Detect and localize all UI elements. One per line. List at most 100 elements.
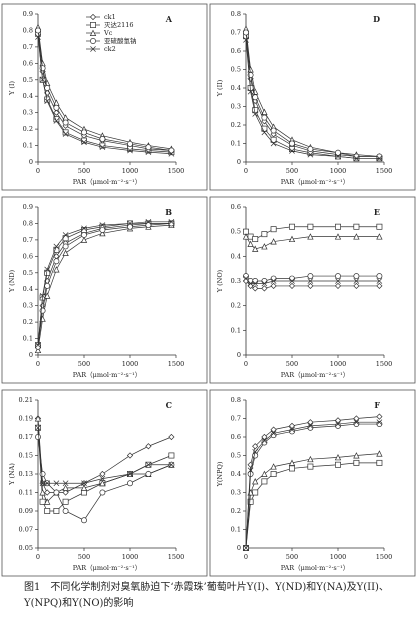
series-line <box>245 32 380 157</box>
marker <box>376 421 383 427</box>
y-tick-label: 0.7 <box>231 29 241 37</box>
y-tick-label: 0.4 <box>231 84 241 92</box>
y-tick-label: 0.19 <box>19 415 33 423</box>
marker <box>376 273 383 280</box>
marker <box>335 149 341 156</box>
panel-frame <box>209 389 416 577</box>
x-axis-title: PAR（μmol·m⁻²·s⁻¹） <box>73 564 141 572</box>
marker <box>35 27 41 34</box>
x-axis-title: PAR（μmol·m⁻²·s⁻¹） <box>73 178 141 186</box>
y-tick-label: 0.8 <box>231 10 241 18</box>
x-tick-label: 1000 <box>122 553 139 561</box>
legend-label: Vc <box>103 29 113 37</box>
marker <box>353 452 360 459</box>
y-tick-label: 0.4 <box>23 92 33 100</box>
x-tick-label: 500 <box>286 167 298 175</box>
marker <box>39 471 46 477</box>
marker <box>353 153 360 160</box>
y-tick-label: 0.1 <box>23 335 33 343</box>
marker <box>44 282 51 289</box>
marker <box>127 140 133 147</box>
x-tick-label: 1000 <box>330 553 347 561</box>
legend-marker <box>90 46 96 52</box>
marker <box>261 437 268 444</box>
y-tick-label: 0.8 <box>23 219 33 227</box>
marker <box>252 94 259 101</box>
x-tick-label: 1000 <box>122 167 139 175</box>
y-axis-title: Y (II) <box>216 79 224 97</box>
y-tick-label: 0 <box>237 544 241 552</box>
marker <box>62 131 69 137</box>
marker <box>353 273 360 280</box>
marker <box>35 342 41 348</box>
y-tick-label: 0.3 <box>231 489 241 497</box>
panel-label: D <box>373 14 380 24</box>
marker <box>353 155 360 162</box>
x-tick-label: 0 <box>244 167 248 175</box>
marker <box>252 111 259 117</box>
y-tick-label: 0.6 <box>23 252 33 260</box>
y-axis-title: Y (I) <box>8 81 16 96</box>
y-tick-label: 0.1 <box>231 326 241 334</box>
marker <box>335 278 341 284</box>
y-tick-label: 0.4 <box>231 470 241 478</box>
marker <box>34 415 42 422</box>
marker <box>307 463 314 470</box>
marker <box>168 150 175 157</box>
marker <box>168 452 175 459</box>
marker <box>353 419 360 426</box>
marker <box>288 282 296 290</box>
y-tick-label: 0.2 <box>231 121 241 129</box>
y-tick-label: 0.7 <box>23 43 33 51</box>
marker <box>145 443 152 450</box>
marker <box>335 153 341 160</box>
marker <box>81 232 87 238</box>
y-tick-label: 0.6 <box>231 203 241 211</box>
marker <box>270 238 277 245</box>
legend-marker <box>90 38 96 44</box>
marker <box>353 459 360 466</box>
marker <box>243 273 249 280</box>
marker <box>53 109 60 116</box>
x-axis-title: PAR（μmol·m⁻²·s⁻¹） <box>281 371 349 379</box>
marker <box>62 119 69 126</box>
marker <box>243 275 249 282</box>
series-line <box>37 418 172 503</box>
marker <box>243 545 249 551</box>
x-tick-label: 0 <box>244 553 248 561</box>
y-tick-label: 0.3 <box>231 277 241 285</box>
marker <box>376 459 383 466</box>
marker <box>99 479 106 487</box>
x-tick-label: 1000 <box>122 360 139 368</box>
marker <box>307 282 314 290</box>
series-line <box>245 423 380 549</box>
y-tick-label: 0.1 <box>231 526 241 534</box>
marker <box>44 498 51 505</box>
marker <box>53 243 60 250</box>
marker <box>168 218 175 225</box>
marker <box>252 97 259 105</box>
y-tick-label: 0.5 <box>231 66 241 74</box>
marker <box>252 448 259 455</box>
marker <box>62 232 69 238</box>
marker <box>247 467 254 474</box>
x-tick-label: 500 <box>78 360 90 368</box>
caption: 图1 不同化学制剂对臭氧胁迫下‘赤霞珠’葡萄叶片Y(I)、Y(ND)和Y(NA)… <box>24 582 389 609</box>
series-line <box>37 427 172 512</box>
x-tick-label: 1500 <box>376 553 393 561</box>
marker <box>376 153 383 160</box>
marker <box>376 450 383 457</box>
marker <box>62 484 69 491</box>
marker <box>270 430 277 437</box>
x-tick-label: 0 <box>244 360 248 368</box>
x-tick-label: 0 <box>36 553 40 561</box>
marker <box>335 421 341 427</box>
y-axis-title: Y (ND) <box>8 269 16 293</box>
marker <box>307 151 314 158</box>
marker <box>126 452 134 459</box>
series-line <box>37 224 172 351</box>
marker <box>62 129 69 136</box>
marker <box>81 129 87 136</box>
y-tick-label: 0.15 <box>19 452 33 460</box>
marker <box>53 489 60 496</box>
